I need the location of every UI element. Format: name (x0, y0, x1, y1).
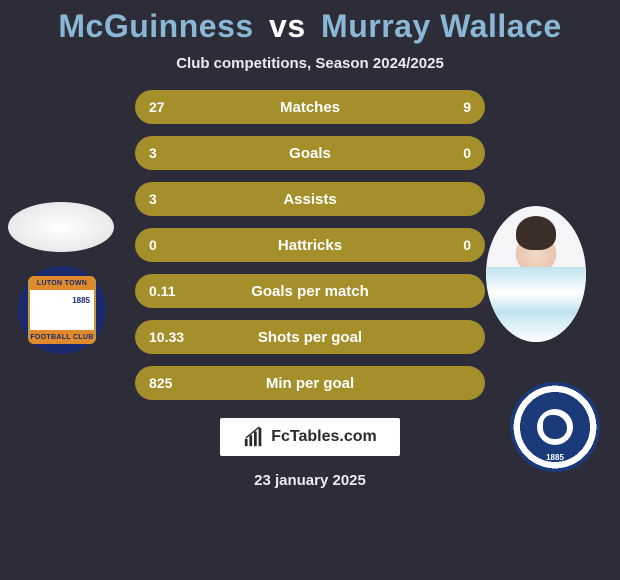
stat-value-left: 825 (149, 375, 172, 391)
chart-bars-icon (243, 426, 265, 448)
stat-row: 825 Min per goal (135, 366, 485, 400)
stat-label: Min per goal (149, 375, 471, 392)
stat-row: 27 Matches 9 (135, 90, 485, 124)
stat-row: 10.33 Shots per goal (135, 320, 485, 354)
club-right-year: 1885 (510, 453, 600, 462)
stat-rows: 27 Matches 9 3 Goals 0 3 Assists 0 Hattr… (135, 90, 485, 400)
player2-avatar (486, 206, 586, 342)
stat-value-left: 27 (149, 99, 165, 115)
stat-value-left: 3 (149, 145, 157, 161)
stat-value-left: 0 (149, 237, 157, 253)
player2-club-badge: 1885 (510, 382, 600, 472)
stat-value-left: 3 (149, 191, 157, 207)
stat-row: 0 Hattricks 0 (135, 228, 485, 262)
stat-value-left: 10.33 (149, 329, 184, 345)
stat-label: Shots per goal (149, 329, 471, 346)
fctables-logo[interactable]: FcTables.com (220, 418, 400, 456)
comparison-content: LUTON TOWN 1885 FOOTBALL CLUB 1885 27 Ma… (0, 90, 620, 489)
club-left-crest: LUTON TOWN 1885 FOOTBALL CLUB (28, 276, 96, 344)
player1-name: McGuinness (58, 8, 253, 44)
stat-row: 3 Goals 0 (135, 136, 485, 170)
stat-label: Matches (149, 99, 471, 116)
player1-avatar (8, 202, 114, 252)
stat-row: 3 Assists (135, 182, 485, 216)
stat-label: Hattricks (149, 237, 471, 254)
stat-label: Assists (149, 191, 471, 208)
season-subheader: Club competitions, Season 2024/2025 (0, 55, 620, 72)
club-left-bottom-text: FOOTBALL CLUB (30, 330, 94, 344)
fctables-text: FcTables.com (271, 428, 377, 446)
stat-label: Goals (149, 145, 471, 162)
comparison-title: McGuinness vs Murray Wallace (0, 0, 620, 45)
stat-value-right: 9 (463, 99, 471, 115)
player2-name: Murray Wallace (321, 8, 562, 44)
player1-club-badge: LUTON TOWN 1885 FOOTBALL CLUB (18, 266, 106, 354)
stat-row: 0.11 Goals per match (135, 274, 485, 308)
club-left-year: 1885 (72, 296, 90, 305)
stat-value-left: 0.11 (149, 283, 175, 299)
club-left-top-text: LUTON TOWN (30, 276, 94, 290)
footer-date: 23 january 2025 (0, 472, 620, 489)
stat-label: Goals per match (149, 283, 471, 300)
stat-value-right: 0 (463, 237, 471, 253)
vs-text: vs (269, 8, 306, 44)
club-right-lion-icon (537, 409, 573, 445)
stat-value-right: 0 (463, 145, 471, 161)
